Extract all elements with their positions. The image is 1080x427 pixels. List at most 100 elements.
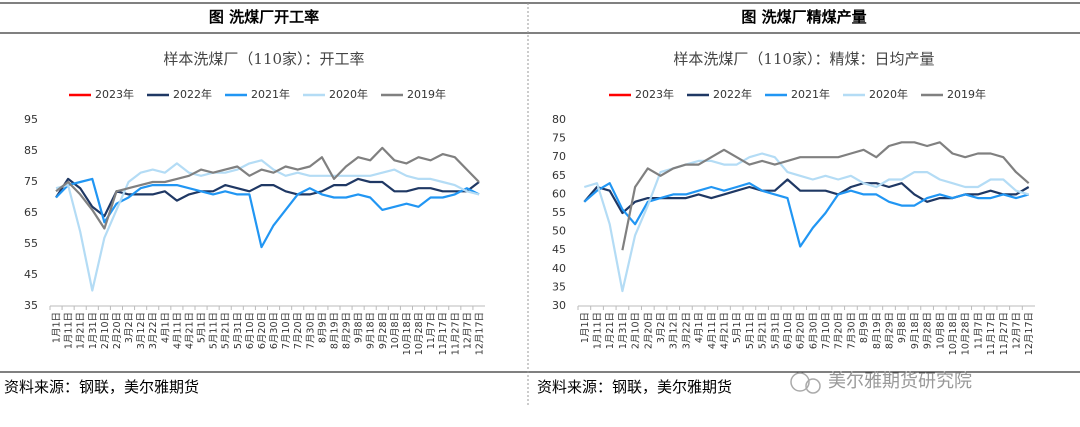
x-tick-label: 6月20日 bbox=[796, 312, 807, 349]
x-tick-label: 8月19日 bbox=[329, 312, 340, 349]
x-tick-label: 9月18日 bbox=[366, 312, 377, 349]
legend-label: 2020年 bbox=[869, 87, 908, 101]
chart-title: 样本洗煤厂（110家）：开工率 bbox=[163, 50, 364, 68]
x-tick-label: 3月2日 bbox=[656, 312, 667, 343]
x-tick-label: 2月10日 bbox=[631, 312, 642, 349]
x-tick-label: 12月7日 bbox=[1011, 312, 1022, 349]
x-tick-label: 5月21日 bbox=[758, 312, 769, 349]
x-tick-label: 4月21日 bbox=[184, 312, 195, 349]
y-tick-label: 65 bbox=[552, 169, 566, 182]
x-tick-label: 3月12日 bbox=[669, 312, 680, 349]
x-tick-label: 8月29日 bbox=[885, 312, 896, 349]
x-tick-label: 2月10日 bbox=[100, 312, 111, 349]
x-tick-label: 7月10日 bbox=[281, 312, 292, 349]
y-tick-label: 30 bbox=[552, 299, 566, 312]
y-tick-label: 45 bbox=[552, 243, 566, 256]
x-tick-label: 11月17日 bbox=[438, 312, 449, 355]
series-line bbox=[55, 177, 480, 218]
x-tick-label: 7月30日 bbox=[846, 312, 857, 349]
y-tick-label: 70 bbox=[552, 150, 566, 163]
x-tick-label: 1月21日 bbox=[76, 312, 87, 349]
y-tick-label: 40 bbox=[552, 262, 566, 275]
x-tick-label: 1月21日 bbox=[605, 312, 616, 349]
series-line bbox=[55, 146, 480, 230]
source: 资料来源：钢联，美尔雅期货 bbox=[537, 378, 732, 396]
y-tick-label: 45 bbox=[24, 268, 38, 281]
x-tick-label: 1月11日 bbox=[64, 312, 75, 349]
x-tick-label: 2月20日 bbox=[643, 312, 654, 349]
x-tick-label: 4月1日 bbox=[694, 312, 705, 343]
y-tick-label: 55 bbox=[24, 237, 38, 250]
x-tick-label: 7月20日 bbox=[293, 312, 304, 349]
x-tick-label: 12月7日 bbox=[462, 312, 473, 349]
x-tick-label: 9月28日 bbox=[378, 312, 389, 349]
x-tick-label: 9月8日 bbox=[354, 312, 365, 343]
series-line bbox=[55, 177, 480, 249]
x-tick-label: 9月18日 bbox=[910, 312, 921, 349]
y-tick-label: 55 bbox=[552, 206, 566, 219]
y-tick-label: 50 bbox=[552, 225, 566, 238]
x-tick-label: 1月31日 bbox=[88, 312, 99, 349]
x-tick-label: 8月9日 bbox=[317, 312, 328, 343]
legend-label: 2021年 bbox=[251, 87, 290, 101]
y-tick-label: 35 bbox=[552, 280, 566, 293]
x-tick-label: 6月10日 bbox=[783, 312, 794, 349]
x-tick-label: 5月1日 bbox=[732, 312, 743, 343]
x-tick-label: 1月11日 bbox=[593, 312, 604, 349]
x-tick-label: 12月17日 bbox=[1024, 312, 1035, 355]
x-tick-label: 1月1日 bbox=[52, 312, 63, 343]
x-tick-label: 10月28日 bbox=[414, 312, 425, 355]
series-line bbox=[583, 182, 1030, 248]
x-tick-label: 4月11日 bbox=[707, 312, 718, 349]
x-tick-label: 5月21日 bbox=[221, 312, 232, 349]
y-tick-label: 75 bbox=[24, 175, 38, 188]
x-tick-label: 10月8日 bbox=[935, 312, 946, 349]
x-tick-label: 9月8日 bbox=[897, 312, 908, 343]
x-tick-label: 8月19日 bbox=[872, 312, 883, 349]
legend-label: 2022年 bbox=[173, 87, 212, 101]
x-tick-label: 10月18日 bbox=[402, 312, 413, 355]
x-tick-label: 10月8日 bbox=[390, 312, 401, 349]
x-tick-label: 7月20日 bbox=[834, 312, 845, 349]
legend-label: 2019年 bbox=[947, 87, 986, 101]
x-tick-label: 8月29日 bbox=[342, 312, 353, 349]
x-tick-label: 5月31日 bbox=[770, 312, 781, 349]
x-tick-label: 11月17日 bbox=[986, 312, 997, 355]
chart-title: 样本洗煤厂（110家）：精煤：日均产量 bbox=[673, 50, 934, 68]
series-line bbox=[583, 152, 1030, 293]
x-tick-label: 6月30日 bbox=[269, 312, 280, 349]
x-tick-label: 3月12日 bbox=[136, 312, 147, 349]
x-tick-label: 11月7日 bbox=[426, 312, 437, 349]
x-tick-label: 4月11日 bbox=[172, 312, 183, 349]
x-tick-label: 1月31日 bbox=[618, 312, 629, 349]
y-tick-label: 75 bbox=[552, 132, 566, 145]
legend-label: 2022年 bbox=[713, 87, 752, 101]
legend-label: 2023年 bbox=[95, 87, 134, 101]
x-tick-label: 9月28日 bbox=[923, 312, 934, 349]
x-tick-label: 10月18日 bbox=[948, 312, 959, 355]
x-tick-label: 2月20日 bbox=[112, 312, 123, 349]
source: 资料来源：钢联，美尔雅期货 bbox=[4, 378, 199, 396]
y-tick-label: 60 bbox=[552, 187, 566, 200]
x-tick-label: 6月20日 bbox=[257, 312, 268, 349]
y-tick-label: 35 bbox=[24, 299, 38, 312]
x-tick-label: 6月10日 bbox=[245, 312, 256, 349]
x-tick-label: 10月28日 bbox=[961, 312, 972, 355]
x-tick-label: 3月22日 bbox=[681, 312, 692, 349]
y-tick-label: 95 bbox=[24, 113, 38, 126]
x-tick-label: 11月27日 bbox=[450, 312, 461, 355]
watermark: 美尔雅期货研究院 bbox=[828, 371, 972, 392]
x-tick-label: 11月27日 bbox=[999, 312, 1010, 355]
y-tick-label: 80 bbox=[552, 113, 566, 126]
x-tick-label: 5月11日 bbox=[209, 312, 220, 349]
series-line bbox=[55, 159, 480, 292]
header: 图 洗煤厂精煤产量 bbox=[741, 8, 866, 26]
header: 图 洗煤厂开工率 bbox=[209, 8, 319, 26]
legend-label: 2021年 bbox=[791, 87, 830, 101]
x-tick-label: 11月7日 bbox=[973, 312, 984, 349]
watermark-icon bbox=[790, 372, 821, 394]
x-tick-label: 5月31日 bbox=[233, 312, 244, 349]
x-tick-label: 6月30日 bbox=[808, 312, 819, 349]
x-tick-label: 4月21日 bbox=[719, 312, 730, 349]
